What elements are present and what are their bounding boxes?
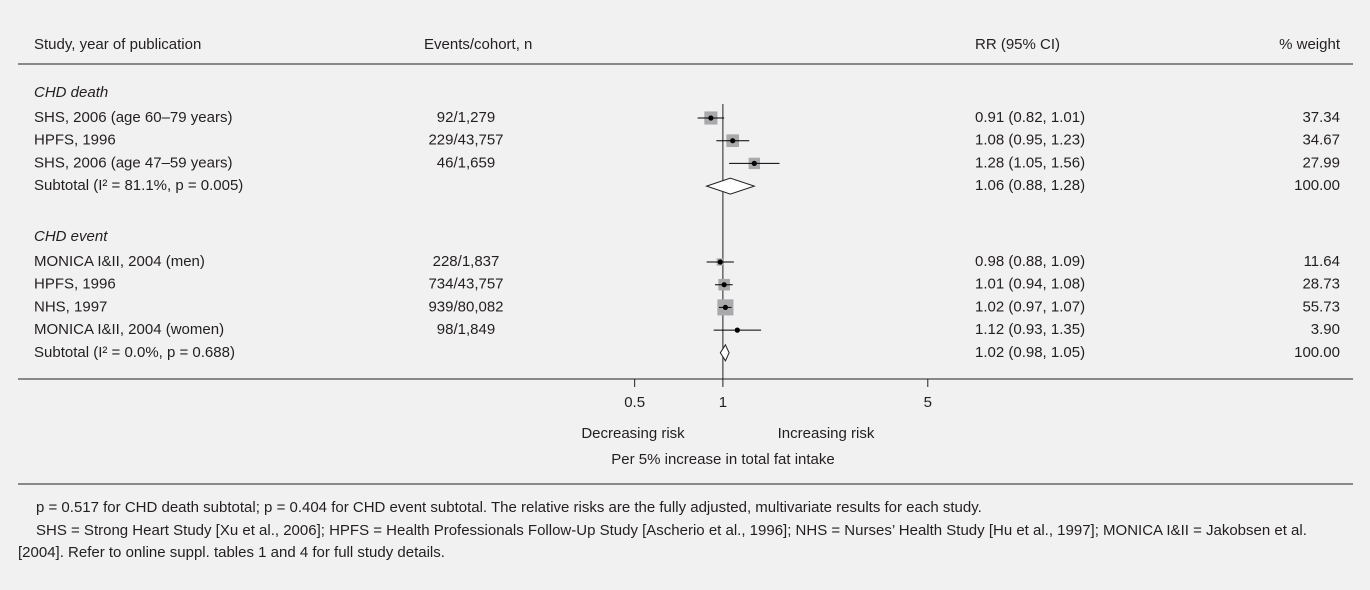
events: 92/1,279 <box>437 109 495 126</box>
left-label: Decreasing risk <box>581 425 685 442</box>
point-estimate <box>717 259 723 265</box>
events: 734/43,757 <box>428 276 503 293</box>
x-axis-label: Per 5% increase in total fat intake <box>611 451 834 468</box>
events: 939/80,082 <box>428 298 503 315</box>
point-estimate <box>751 160 757 166</box>
group-label: CHD event <box>34 228 108 245</box>
x-tick-label: 1 <box>719 394 727 411</box>
weight: 100.00 <box>1294 344 1340 361</box>
rr-ci: 1.01 (0.94, 1.08) <box>975 276 1085 293</box>
weight: 55.73 <box>1302 298 1340 315</box>
notes: p = 0.517 for CHD death subtotal; p = 0.… <box>18 497 1353 565</box>
study-label: Subtotal (I² = 81.1%, p = 0.005) <box>34 177 243 194</box>
study-label: HPFS, 1996 <box>34 276 116 293</box>
column-header: Events/cohort, n <box>424 36 532 53</box>
study-label: SHS, 2006 (age 47–59 years) <box>34 154 232 171</box>
events: 46/1,659 <box>437 154 495 171</box>
column-header: RR (95% CI) <box>975 36 1060 53</box>
rr-ci: 1.06 (0.88, 1.28) <box>975 177 1085 194</box>
study-label: SHS, 2006 (age 60–79 years) <box>34 109 232 126</box>
weight: 3.90 <box>1311 321 1340 338</box>
column-header: % weight <box>1279 36 1341 53</box>
rr-ci: 1.28 (1.05, 1.56) <box>975 154 1085 171</box>
point-estimate <box>722 304 729 310</box>
rr-ci: 0.91 (0.82, 1.01) <box>975 109 1085 126</box>
point-estimate <box>734 327 740 333</box>
study-label: Subtotal (I² = 0.0%, p = 0.688) <box>34 344 235 361</box>
rr-ci: 1.08 (0.95, 1.23) <box>975 132 1085 149</box>
rr-ci: 1.12 (0.93, 1.35) <box>975 321 1085 338</box>
rr-ci: 1.02 (0.98, 1.05) <box>975 344 1085 361</box>
right-label: Increasing risk <box>778 425 875 442</box>
weight: 11.64 <box>1304 253 1340 270</box>
x-tick-label: 0.5 <box>624 394 645 411</box>
weight: 28.73 <box>1302 276 1340 293</box>
weight: 27.99 <box>1302 154 1340 171</box>
x-tick-label: 5 <box>924 394 932 411</box>
events: 98/1,849 <box>437 321 495 338</box>
point-estimate <box>708 115 714 121</box>
subtotal-diamond <box>719 343 730 362</box>
subtotal-diamond <box>705 177 756 195</box>
study-label: MONICA I&II, 2004 (women) <box>34 321 224 338</box>
group-label: CHD death <box>34 84 108 101</box>
events: 229/43,757 <box>428 132 503 149</box>
note: p = 0.517 for CHD death subtotal; p = 0.… <box>36 499 982 516</box>
point-estimate <box>721 282 727 288</box>
events: 228/1,837 <box>433 253 500 270</box>
weight: 37.34 <box>1302 109 1340 126</box>
weight: 34.67 <box>1302 132 1340 149</box>
rr-ci: 1.02 (0.97, 1.07) <box>975 298 1085 315</box>
study-label: HPFS, 1996 <box>34 132 116 149</box>
note: SHS = Strong Heart Study [Xu et al., 200… <box>18 521 1307 562</box>
chart: Study, year of publication Events/cohort… <box>18 36 1353 485</box>
study-label: NHS, 1997 <box>34 298 107 315</box>
rr-ci: 0.98 (0.88, 1.09) <box>975 253 1085 270</box>
column-header: Study, year of publication <box>34 36 201 53</box>
point-estimate <box>730 138 736 144</box>
study-label: MONICA I&II, 2004 (men) <box>34 253 205 270</box>
weight: 100.00 <box>1294 177 1340 194</box>
